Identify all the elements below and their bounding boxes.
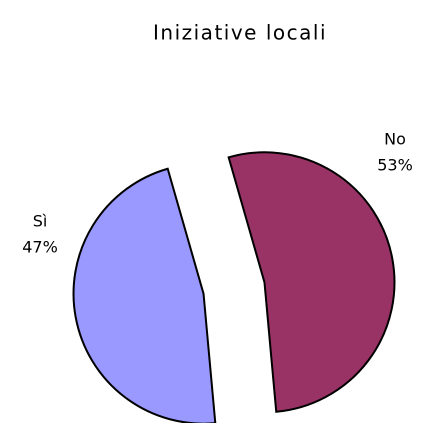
pie-slice <box>227 151 396 413</box>
slice-value-label: 47% <box>22 238 58 257</box>
slice-label: Sì <box>33 212 48 231</box>
pie-slice <box>72 167 217 423</box>
slice-label: No <box>384 130 406 149</box>
chart-title: Iniziative locali <box>153 21 327 45</box>
slice-value-label: 53% <box>377 156 413 175</box>
